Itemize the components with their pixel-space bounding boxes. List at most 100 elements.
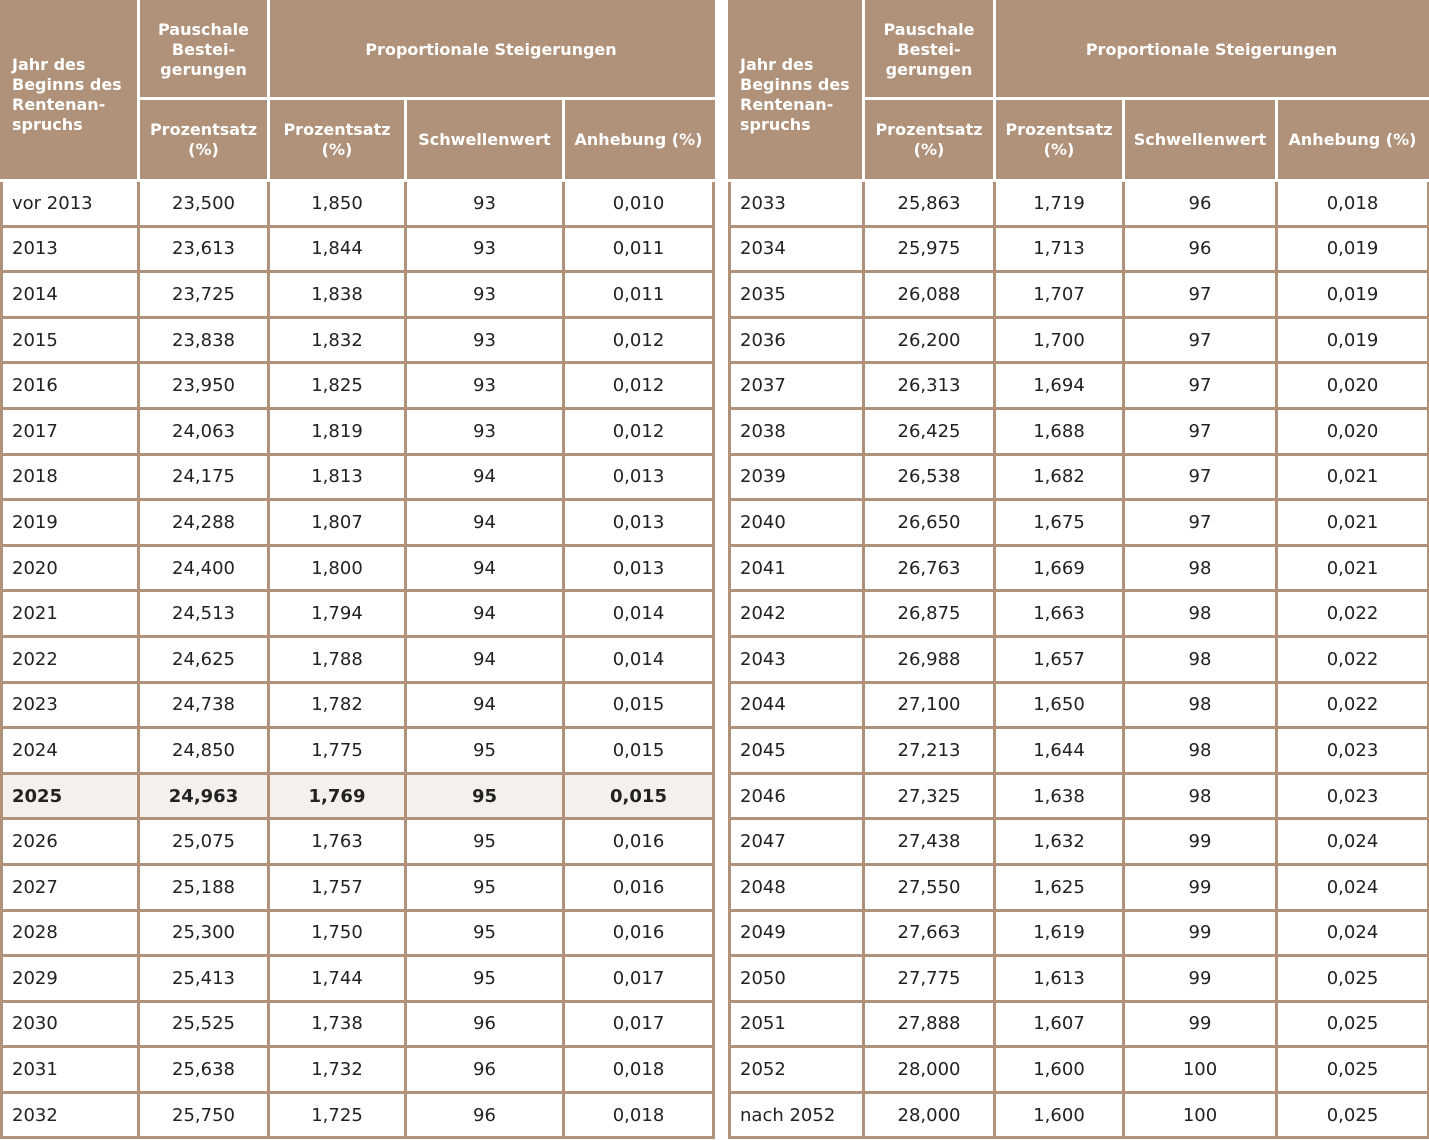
cell-prop-percent: 1,732 [267, 1045, 407, 1094]
cell-threshold: 97 [1122, 315, 1278, 365]
table-row: 2048 27,550 1,625 99 0,024 [728, 862, 1429, 912]
cell-year: 2039 [728, 452, 865, 502]
cell-year: 2048 [728, 862, 865, 912]
table-row: 2039 26,538 1,682 97 0,021 [728, 452, 1429, 502]
cell-lump-percent: 25,638 [137, 1045, 270, 1094]
table-row: 2014 23,725 1,838 93 0,011 [0, 270, 715, 319]
cell-increase: 0,024 [1275, 817, 1429, 866]
cell-prop-percent: 1,700 [993, 315, 1125, 365]
table-row: 2023 24,738 1,782 94 0,015 [0, 680, 715, 730]
table-row: 2046 27,325 1,638 98 0,023 [728, 771, 1429, 821]
cell-year: 2030 [0, 999, 140, 1049]
cell-threshold: 95 [404, 771, 565, 821]
cell-prop-percent: 1,769 [267, 771, 407, 821]
cell-lump-percent: 25,188 [137, 862, 270, 912]
cell-prop-percent: 1,607 [993, 999, 1125, 1049]
table-row: 2041 26,763 1,669 98 0,021 [728, 543, 1429, 593]
cell-prop-percent: 1,844 [267, 224, 407, 274]
cell-lump-percent: 26,313 [862, 361, 996, 410]
cell-threshold: 97 [1122, 452, 1278, 502]
cell-threshold: 93 [404, 361, 565, 410]
cell-threshold: 96 [404, 1090, 565, 1140]
cell-increase: 0,016 [562, 862, 715, 912]
table-row: 2050 27,775 1,613 99 0,025 [728, 954, 1429, 1003]
cell-year: 2050 [728, 954, 865, 1003]
cell-threshold: 94 [404, 589, 565, 638]
table-row: 2034 25,975 1,713 96 0,019 [728, 224, 1429, 274]
cell-year: 2014 [0, 270, 140, 319]
cell-year: 2015 [0, 315, 140, 365]
cell-year: 2022 [0, 634, 140, 684]
cell-lump-percent: 26,538 [862, 452, 996, 502]
cell-prop-percent: 1,619 [993, 908, 1125, 958]
cell-year: 2038 [728, 406, 865, 456]
header-lump-percent: Prozentsatz (%) [137, 97, 270, 182]
table-row: 2049 27,663 1,619 99 0,024 [728, 908, 1429, 958]
cell-lump-percent: 26,088 [862, 270, 996, 319]
cell-year: 2043 [728, 634, 865, 684]
pension-table-left: Jahr des Beginns des Rentenan-spruchs Paus… [0, 0, 715, 1140]
cell-prop-percent: 1,632 [993, 817, 1125, 866]
table-row: 2013 23,613 1,844 93 0,011 [0, 224, 715, 274]
cell-year: 2032 [0, 1090, 140, 1140]
cell-threshold: 94 [404, 452, 565, 502]
cell-lump-percent: 24,288 [137, 498, 270, 547]
table-row: 2033 25,863 1,719 96 0,018 [728, 179, 1429, 228]
header-proportional: Proportionale Steigerungen [267, 0, 715, 100]
cell-year: 2041 [728, 543, 865, 593]
cell-prop-percent: 1,613 [993, 954, 1125, 1003]
table-row: 2029 25,413 1,744 95 0,017 [0, 954, 715, 1003]
cell-prop-percent: 1,850 [267, 179, 407, 228]
cell-year: 2033 [728, 179, 865, 228]
header-lump-percent: Prozentsatz (%) [862, 97, 996, 182]
cell-threshold: 96 [1122, 179, 1278, 228]
table-row: 2038 26,425 1,688 97 0,020 [728, 406, 1429, 456]
cell-year: 2027 [0, 862, 140, 912]
cell-prop-percent: 1,775 [267, 726, 407, 775]
cell-year: 2040 [728, 498, 865, 547]
table-row: 2045 27,213 1,644 98 0,023 [728, 726, 1429, 775]
cell-increase: 0,020 [1275, 406, 1429, 456]
cell-prop-percent: 1,663 [993, 589, 1125, 638]
cell-threshold: 97 [1122, 270, 1278, 319]
cell-prop-percent: 1,675 [993, 498, 1125, 547]
header-proportional: Proportionale Steigerungen [993, 0, 1429, 100]
cell-threshold: 96 [1122, 224, 1278, 274]
cell-threshold: 98 [1122, 680, 1278, 730]
cell-year: 2013 [0, 224, 140, 274]
table-row: 2043 26,988 1,657 98 0,022 [728, 634, 1429, 684]
cell-prop-percent: 1,832 [267, 315, 407, 365]
table-row: 2036 26,200 1,700 97 0,019 [728, 315, 1429, 365]
cell-prop-percent: 1,763 [267, 817, 407, 866]
cell-increase: 0,021 [1275, 498, 1429, 547]
cell-increase: 0,019 [1275, 315, 1429, 365]
table-row: 2026 25,075 1,763 95 0,016 [0, 817, 715, 866]
cell-increase: 0,016 [562, 817, 715, 866]
cell-lump-percent: 27,100 [862, 680, 996, 730]
header-year: Jahr des Beginns des Rentenan-spruchs [728, 0, 865, 182]
table-row: 2030 25,525 1,738 96 0,017 [0, 999, 715, 1049]
table-row: 2044 27,100 1,650 98 0,022 [728, 680, 1429, 730]
table-row: 2031 25,638 1,732 96 0,018 [0, 1045, 715, 1094]
cell-year: 2029 [0, 954, 140, 1003]
cell-increase: 0,019 [1275, 224, 1429, 274]
cell-increase: 0,021 [1275, 543, 1429, 593]
cell-year: 2045 [728, 726, 865, 775]
table-row: 2022 24,625 1,788 94 0,014 [0, 634, 715, 684]
cell-year: 2021 [0, 589, 140, 638]
table-row: 2051 27,888 1,607 99 0,025 [728, 999, 1429, 1049]
cell-prop-percent: 1,738 [267, 999, 407, 1049]
table-row: 2042 26,875 1,663 98 0,022 [728, 589, 1429, 638]
cell-year: 2047 [728, 817, 865, 866]
cell-increase: 0,017 [562, 954, 715, 1003]
cell-increase: 0,022 [1275, 589, 1429, 638]
cell-year: 2034 [728, 224, 865, 274]
cell-year: 2036 [728, 315, 865, 365]
cell-year: 2023 [0, 680, 140, 730]
table-row: nach 2052 28,000 1,600 100 0,025 [728, 1090, 1429, 1140]
cell-lump-percent: 27,438 [862, 817, 996, 866]
cell-threshold: 98 [1122, 543, 1278, 593]
cell-threshold: 93 [404, 315, 565, 365]
cell-lump-percent: 25,413 [137, 954, 270, 1003]
cell-lump-percent: 25,750 [137, 1090, 270, 1140]
